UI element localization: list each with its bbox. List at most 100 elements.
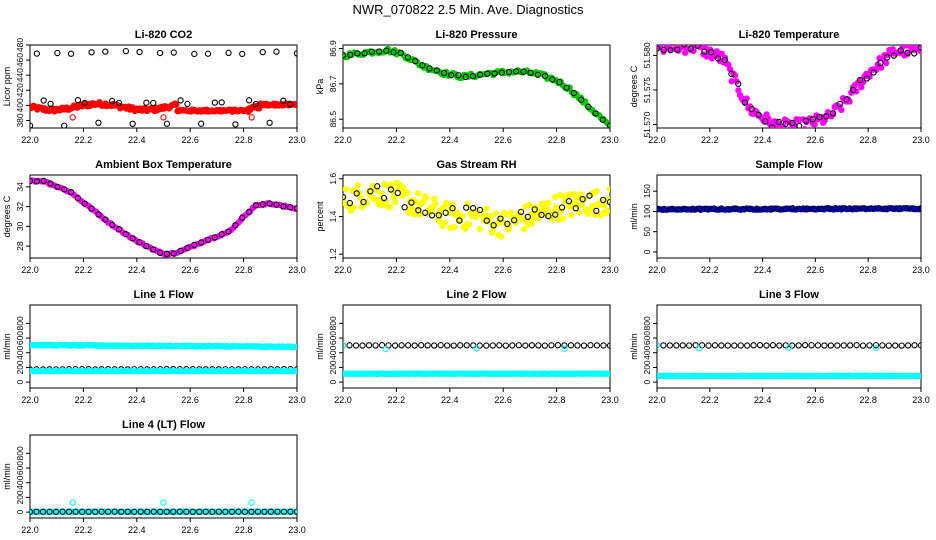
data-point-outline	[360, 198, 367, 206]
data-point-outline	[666, 342, 674, 349]
data-point-fill	[392, 199, 399, 206]
data-point-outline	[30, 508, 34, 515]
data-point-ref-high	[287, 101, 294, 108]
y-tick-label: 460	[15, 53, 25, 67]
x-tick-label: 23.0	[912, 395, 930, 405]
x-tick-label: 22.4	[128, 525, 146, 535]
data-point-outline	[737, 342, 744, 349]
y-axis-label: kPa	[315, 79, 325, 95]
y-tick-label: 86.9	[328, 40, 338, 57]
x-tick-label: 22.4	[441, 395, 459, 405]
data-point-outline	[917, 205, 921, 212]
chart-panel-p4: Ambient Box Temperature degrees C 22.0 22.2…	[2, 159, 306, 275]
page-title: NWR_070822 2.5 Min. Ave. Diagnostics	[352, 2, 584, 17]
data-point-outline	[718, 205, 725, 212]
data-point-outline	[346, 199, 353, 207]
data-point-outline	[261, 508, 268, 515]
y-axis-label: ml/min	[2, 463, 12, 490]
data-point-fill	[502, 211, 509, 218]
data-point-outline	[88, 205, 95, 212]
data-point-fill	[483, 205, 490, 212]
data-point-cyan-sparse	[160, 499, 167, 506]
data-point-ref-high	[81, 99, 88, 107]
plot-frame	[656, 174, 922, 259]
y-tick-label: 200	[15, 490, 25, 504]
data-point-outline	[892, 342, 899, 349]
data-point-outline	[513, 68, 520, 75]
data-point-outline	[183, 508, 190, 515]
data-point-outline	[694, 45, 701, 49]
data-point-outline	[538, 211, 545, 219]
y-tick-label: 400	[642, 345, 652, 359]
data-point-ref-high	[273, 48, 280, 55]
data-point-outline	[810, 205, 818, 212]
data-point-ref-high	[177, 97, 184, 104]
data-point-fill	[343, 186, 349, 193]
y-tick-label: 400	[15, 475, 25, 489]
data-point-fill	[565, 191, 572, 198]
x-tick-label: 22.0	[334, 135, 352, 145]
data-point-outline	[397, 49, 404, 57]
data-point-outline	[870, 69, 877, 76]
data-point-ref-high	[109, 97, 116, 105]
data-point-fill	[435, 217, 442, 224]
data-point-outline	[259, 201, 266, 208]
data-point-outline	[910, 205, 918, 212]
data-point-fill	[414, 190, 422, 197]
data-point-outline	[545, 212, 552, 220]
x-tick-label: 23.0	[601, 395, 619, 405]
data-point-outline	[679, 342, 686, 349]
data-point-outline	[131, 508, 138, 515]
data-point-fill	[465, 221, 473, 228]
data-point-outline	[769, 342, 777, 349]
data-point-outline	[426, 65, 433, 72]
data-points	[343, 342, 610, 378]
data-point-outline	[527, 69, 534, 76]
data-point-outline	[541, 342, 549, 349]
data-point-outline	[235, 508, 242, 515]
data-points	[343, 179, 610, 240]
data-point-outline	[748, 105, 755, 113]
data-point-outline	[875, 205, 882, 212]
x-tick-label: 22.2	[701, 395, 719, 405]
data-point-outline	[593, 342, 601, 349]
data-point-outline	[196, 508, 203, 515]
data-point-outline	[228, 508, 236, 515]
y-tick-label: 1.2	[328, 248, 338, 260]
plot-frame	[342, 304, 611, 389]
data-point-ref-high	[115, 99, 123, 106]
data-point-outline	[847, 342, 854, 349]
data-point-outline	[287, 508, 294, 515]
data-point-outline	[202, 508, 209, 515]
y-tick-label: 420	[15, 83, 25, 97]
x-tick-label: 22.6	[494, 135, 512, 145]
data-point-outline	[541, 72, 549, 80]
data-points	[30, 47, 297, 128]
data-point-outline	[368, 48, 376, 55]
data-point-fill	[441, 219, 449, 226]
chart-panel-p9: Line 3 Flow ml/min 22.0 22.2 22.4 22.6 22.8 23.…	[629, 289, 930, 405]
data-point-outline	[347, 51, 354, 59]
data-point-outline	[843, 96, 850, 103]
data-point-outline	[763, 342, 770, 349]
x-tick-label: 22.8	[235, 525, 253, 535]
data-point-outline	[782, 205, 789, 213]
data-point-fill	[601, 202, 608, 209]
data-point-ref-high	[47, 100, 54, 108]
data-point-outline	[522, 342, 529, 349]
data-point-outline	[267, 508, 275, 515]
data-point-fill	[545, 199, 552, 206]
data-point-outline	[829, 110, 837, 117]
data-point-outline	[917, 45, 921, 51]
data-point-outline	[293, 205, 297, 212]
data-point-outline	[476, 206, 484, 214]
data-point-outline	[592, 110, 599, 117]
x-tick-label: 22.0	[21, 265, 39, 275]
data-point-outline	[721, 56, 728, 64]
data-point-outline	[515, 342, 522, 349]
data-point-outline	[524, 213, 531, 221]
data-point-outline	[904, 342, 912, 349]
data-point-outline	[115, 226, 123, 233]
chart-panel-p10: Line 4 (LT) Flow ml/min 22.0 22.2 22.4 22.6 22…	[2, 419, 306, 535]
data-point-outline	[696, 205, 703, 212]
